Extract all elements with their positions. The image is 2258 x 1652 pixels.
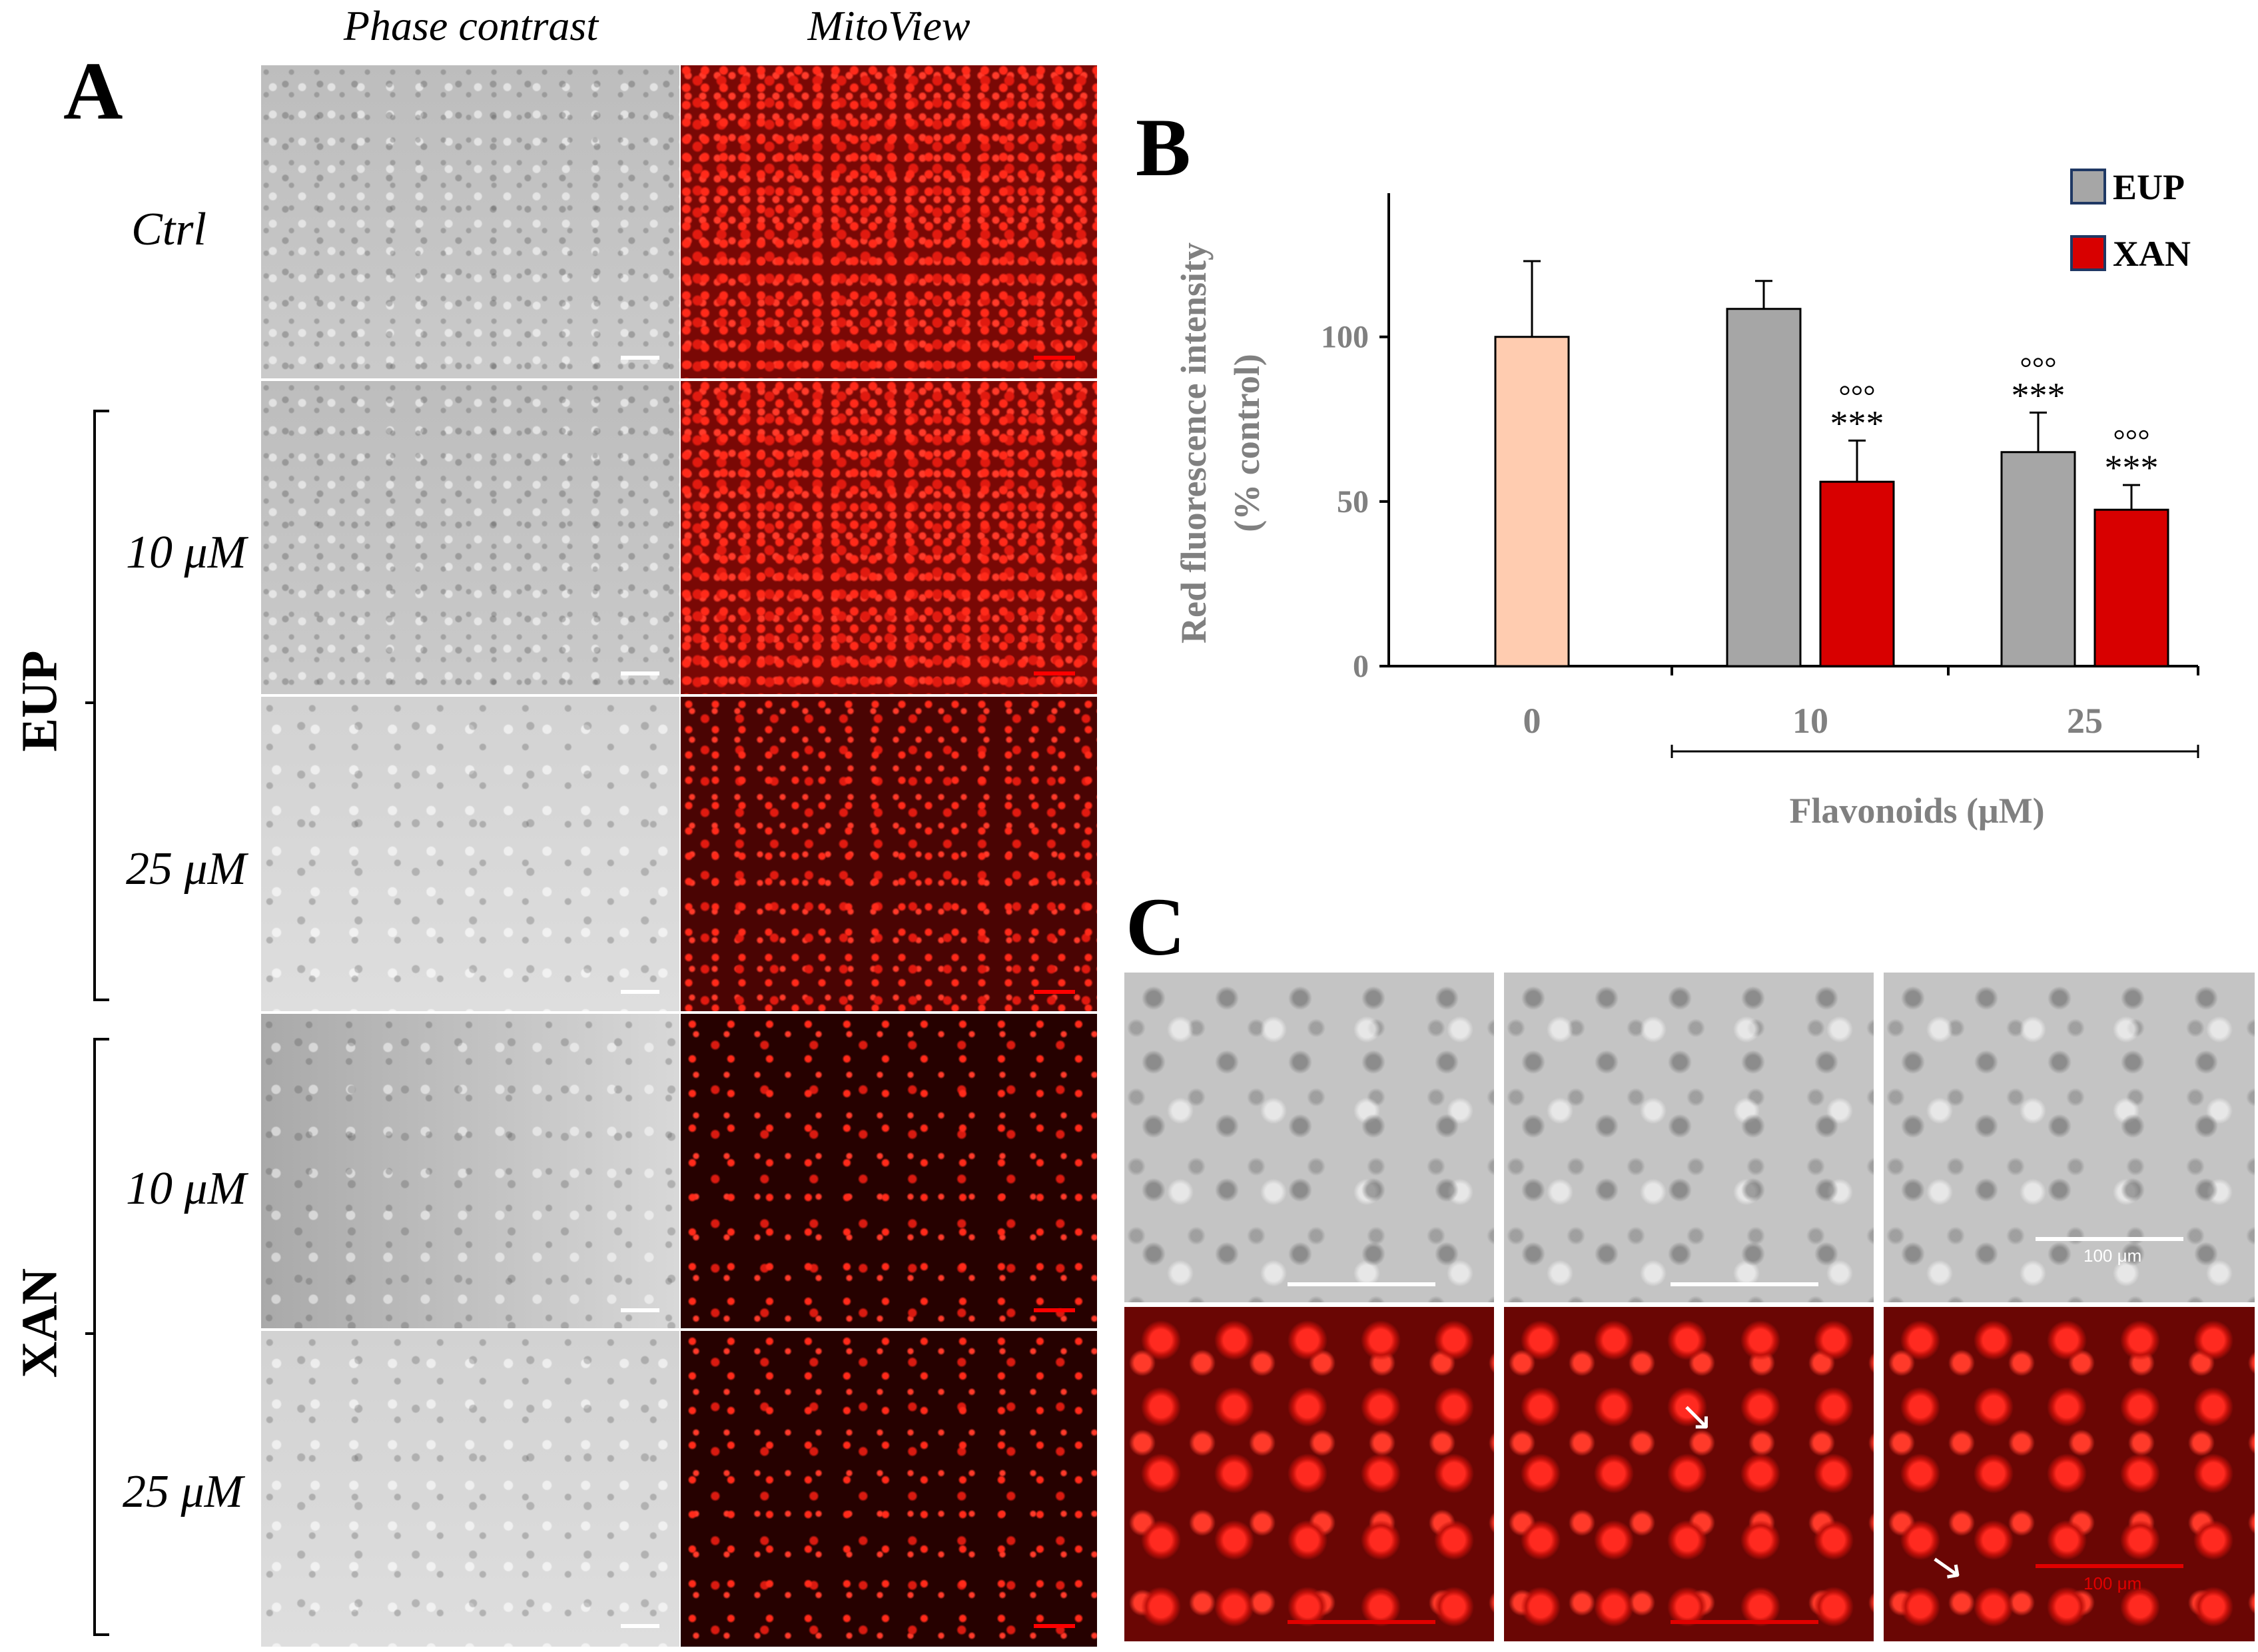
significance-stars: ***	[1830, 403, 1884, 443]
ctrl-phase-image	[261, 65, 679, 378]
scale-bar	[621, 1624, 659, 1628]
c-mitoview-image-2: →	[1504, 1307, 1874, 1641]
scale-bar	[1671, 1620, 1818, 1624]
scale-bar	[2036, 1237, 2183, 1241]
significance-stars: ***	[2012, 375, 2066, 415]
scale-bar	[1034, 356, 1075, 360]
bar-control	[1494, 336, 1570, 667]
scale-bar	[1034, 1624, 1075, 1628]
c-phase-image-2	[1504, 973, 1874, 1302]
eup10-phase-image	[261, 381, 679, 694]
xan25-phase-image	[261, 1331, 679, 1647]
scale-bar	[621, 1308, 659, 1312]
scale-label: 100 μm	[2083, 1246, 2142, 1266]
white-arrow-icon: →	[1920, 1537, 1974, 1596]
c-mitoview-image-1	[1124, 1307, 1494, 1641]
phase-contrast-header: Phase contrast	[343, 2, 599, 49]
xan25-mitoview-image	[681, 1331, 1097, 1647]
scale-bar	[621, 990, 659, 994]
legend-swatch-xan	[2070, 235, 2106, 271]
bar-xan-25	[2093, 508, 2169, 667]
eup10-mitoview-image	[681, 381, 1097, 694]
y-tick-label: 50	[1337, 484, 1369, 520]
row-label-eup-25: 25 μM	[126, 843, 246, 895]
y-tick-label: 100	[1321, 320, 1369, 355]
ctrl-mitoview-image	[681, 65, 1097, 378]
xan-bracket	[93, 1038, 109, 1636]
white-arrow-icon: →	[1669, 1388, 1726, 1446]
panel-b-bar-chart: 0 50 100 0 10 25 Flavonoids (μM) Red fluorescen…	[1174, 167, 2199, 831]
bar-eup-10	[1726, 308, 1802, 667]
scale-bar	[1034, 1308, 1075, 1312]
scale-bar	[621, 671, 659, 675]
row-label-xan-10: 10 μM	[126, 1163, 246, 1214]
x-axis-label: Flavonoids (μM)	[1789, 791, 2044, 831]
x-tick-label: 0	[1523, 701, 1541, 741]
panel-a-letter: A	[63, 45, 123, 137]
c-phase-image-3: 100 μm	[1884, 973, 2255, 1302]
y-tick-label: 0	[1353, 649, 1369, 684]
eup-bracket-tick	[85, 701, 95, 704]
panel-b-letter: B	[1136, 102, 1191, 193]
xan10-mitoview-image	[681, 1014, 1097, 1328]
xan10-phase-image	[261, 1014, 679, 1328]
legend-label-xan: XAN	[2113, 234, 2191, 274]
significance-circles: °°°	[2020, 350, 2056, 384]
c-phase-image-1	[1124, 973, 1494, 1302]
y-axis-label: (% control)	[1227, 354, 1267, 532]
scale-bar	[1288, 1282, 1435, 1286]
xan-group-label: XAN	[11, 1268, 68, 1378]
scale-bar	[1034, 671, 1075, 675]
row-label-xan-25: 25 μM	[123, 1466, 243, 1517]
eup25-mitoview-image	[681, 697, 1097, 1011]
eup-bracket	[93, 410, 109, 1001]
significance-circles: °°°	[2113, 423, 2149, 457]
significance-circles: °°°	[1838, 378, 1875, 412]
c-mitoview-image-3: 100 μm →	[1884, 1307, 2255, 1641]
eup-group-label: EUP	[11, 650, 68, 752]
scale-bar	[621, 356, 659, 360]
scale-bar	[1034, 990, 1075, 994]
xan-bracket-tick	[85, 1332, 95, 1335]
scale-bar	[1671, 1282, 1818, 1286]
legend-swatch-eup	[2070, 169, 2106, 205]
row-label-ctrl: Ctrl	[131, 204, 206, 255]
x-tick-label: 10	[1792, 701, 1828, 741]
significance-stars: ***	[2105, 448, 2159, 488]
panel-c-letter: C	[1126, 881, 1186, 973]
bar-eup-25	[2000, 451, 2076, 667]
scale-bar	[1288, 1620, 1435, 1624]
scale-bar	[2036, 1564, 2183, 1568]
scale-label: 100 μm	[2083, 1573, 2142, 1593]
mitoview-header: MitoView	[807, 2, 970, 49]
eup25-phase-image	[261, 697, 679, 1011]
legend-label-eup: EUP	[2113, 167, 2185, 207]
y-axis-label: Red fluorescence intensity	[1174, 242, 1214, 643]
x-tick-label: 25	[2067, 701, 2103, 741]
row-label-eup-10: 10 μM	[126, 527, 246, 578]
bar-xan-10	[1819, 480, 1895, 667]
